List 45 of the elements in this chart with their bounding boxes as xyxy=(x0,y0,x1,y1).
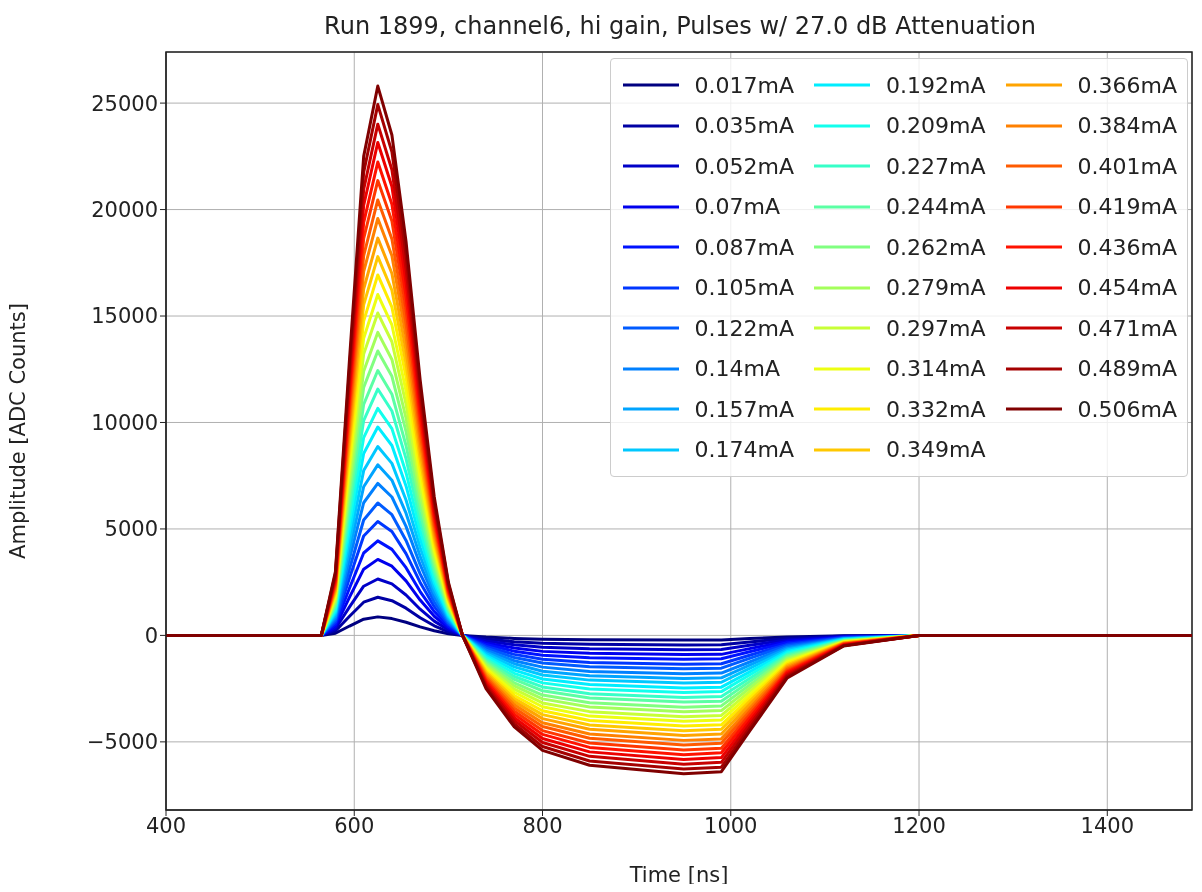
y-tick-label: 0 xyxy=(144,623,158,648)
x-tick-label: 1000 xyxy=(704,813,758,838)
legend-label: 0.105mA xyxy=(694,275,795,301)
legend-label: 0.262mA xyxy=(886,234,986,260)
x-tick-label: 1200 xyxy=(892,813,946,838)
legend-label: 0.314mA xyxy=(886,356,986,382)
legend-label: 0.366mA xyxy=(1077,72,1177,98)
x-tick-label: 400 xyxy=(145,813,187,838)
chart-title: Run 1899, channel6, hi gain, Pulses w/ 27.0 dB Attenuation xyxy=(323,12,1037,40)
legend-label: 0.087mA xyxy=(694,234,795,260)
legend-label: 0.174mA xyxy=(694,437,795,463)
legend-label: 0.017mA xyxy=(694,72,795,98)
legend-label: 0.454mA xyxy=(1077,275,1177,301)
legend-label: 0.332mA xyxy=(886,396,986,422)
legend-label: 0.419mA xyxy=(1077,194,1177,220)
y-tick-label: 15000 xyxy=(91,304,158,329)
legend-label: 0.436mA xyxy=(1077,234,1177,260)
x-tick-label: 800 xyxy=(522,813,563,838)
x-tick-label: 1400 xyxy=(1080,813,1135,838)
legend-label: 0.401mA xyxy=(1077,153,1177,179)
legend-label: 0.489mA xyxy=(1077,356,1177,382)
legend-label: 0.506mA xyxy=(1077,396,1177,422)
y-axis-title: Amplitude [ADC Counts] xyxy=(6,303,31,559)
x-tick-label: 600 xyxy=(334,813,375,838)
x-axis-title: Time [ns] xyxy=(628,863,729,887)
legend-label: 0.297mA xyxy=(886,315,986,341)
y-tick-label: 5000 xyxy=(104,517,158,542)
legend-label: 0.052mA xyxy=(694,153,795,179)
legend-label: 0.157mA xyxy=(694,396,795,422)
legend-label: 0.384mA xyxy=(1077,113,1177,139)
legend-label: 0.035mA xyxy=(694,113,795,139)
legend-label: 0.244mA xyxy=(886,194,986,220)
legend-label: 0.122mA xyxy=(694,315,795,341)
y-tick-label: 20000 xyxy=(91,198,158,223)
y-tick-label: 10000 xyxy=(91,410,158,435)
legend-label: 0.279mA xyxy=(886,275,986,301)
y-tick-label: 25000 xyxy=(91,91,158,116)
y-tick-label: −5000 xyxy=(86,730,158,755)
legend-label: 0.192mA xyxy=(886,72,986,98)
legend-label: 0.349mA xyxy=(886,437,986,463)
legend-label: 0.14mA xyxy=(694,356,781,382)
legend-label: 0.227mA xyxy=(886,153,986,179)
legend-label: 0.07mA xyxy=(694,194,781,220)
legend-label: 0.209mA xyxy=(886,113,986,139)
legend-label: 0.471mA xyxy=(1077,315,1177,341)
